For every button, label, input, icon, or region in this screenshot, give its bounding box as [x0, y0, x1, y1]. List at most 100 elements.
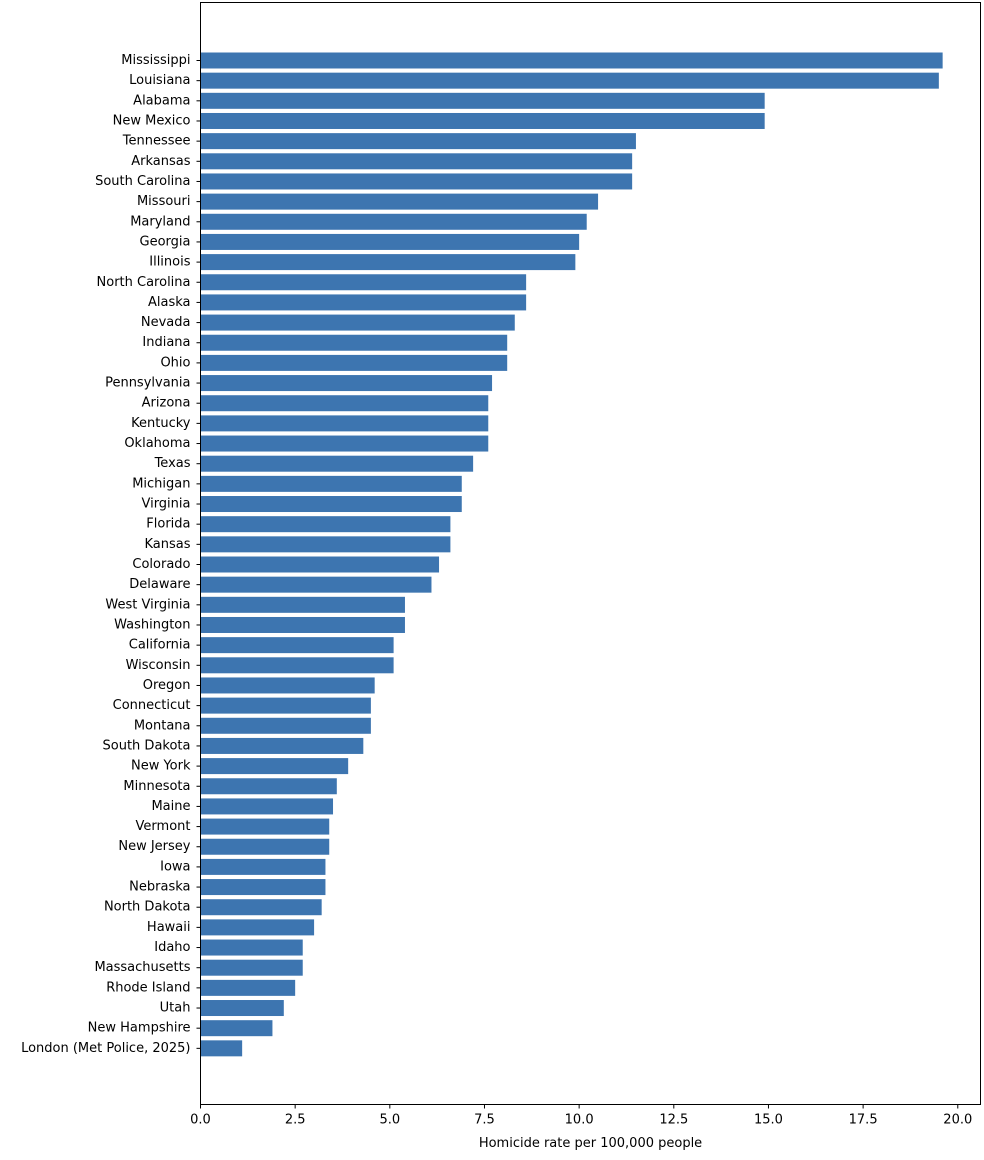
x-tick-label: 20.0 — [943, 1113, 972, 1128]
bar — [200, 213, 587, 230]
y-tick-label: South Carolina — [95, 174, 190, 189]
bar — [200, 496, 462, 513]
y-tick-label: Nebraska — [129, 880, 190, 895]
y-tick-label: Missouri — [137, 194, 191, 209]
bar — [200, 435, 489, 452]
bar — [200, 415, 489, 432]
bar — [200, 979, 296, 996]
y-tick-label: Georgia — [140, 234, 191, 249]
y-tick-label: Maine — [151, 799, 190, 814]
bar — [200, 475, 462, 492]
y-tick-label: Louisiana — [129, 73, 190, 88]
y-tick-label: Maryland — [130, 214, 190, 229]
bar — [200, 233, 580, 250]
bar — [200, 354, 508, 371]
bar — [200, 838, 330, 855]
bar — [200, 153, 633, 170]
bar — [200, 939, 303, 956]
y-tick-label: Idaho — [154, 940, 190, 955]
bar — [200, 375, 493, 392]
bar — [200, 314, 515, 331]
y-tick-label: Alaska — [148, 295, 191, 310]
bar — [200, 112, 765, 129]
y-tick-label: North Carolina — [97, 275, 191, 290]
y-tick-label: Michigan — [132, 476, 190, 491]
bar — [200, 919, 315, 936]
y-tick-label: Rhode Island — [106, 980, 190, 995]
y-tick-label: Pennsylvania — [105, 376, 190, 391]
y-tick-label: Delaware — [129, 577, 190, 592]
x-axis-ticks: 0.0 2.5 5.0 7.5 10.0 12.5 15.0 17.5 20.0 — [190, 1104, 972, 1128]
y-tick-label: Arkansas — [131, 154, 190, 169]
bar — [200, 294, 527, 311]
y-tick-label: California — [129, 638, 191, 653]
bar — [200, 92, 765, 109]
bar — [200, 1000, 284, 1017]
y-tick-labels: Mississippi Louisiana Alabama New Mexico Ten… — [21, 53, 201, 1056]
y-tick-label: North Dakota — [104, 900, 191, 915]
y-tick-label: West Virginia — [105, 597, 190, 612]
x-axis-label: Homicide rate per 100,000 people — [479, 1136, 702, 1151]
bar — [200, 1020, 273, 1037]
bar — [200, 536, 451, 553]
x-tick-label: 0.0 — [190, 1113, 211, 1128]
plot-frame — [200, 2, 981, 1105]
y-tick-label: New Jersey — [118, 839, 190, 854]
y-tick-label: Hawaii — [147, 920, 191, 935]
y-tick-label: Virginia — [141, 497, 190, 512]
y-tick-label: Minnesota — [123, 779, 190, 794]
bars-group — [200, 52, 943, 1057]
x-tick-label: 12.5 — [659, 1113, 688, 1128]
bar — [200, 254, 576, 271]
bar — [200, 173, 633, 190]
bar — [200, 717, 371, 734]
y-tick-label: Indiana — [142, 335, 190, 350]
y-tick-label: Iowa — [160, 859, 190, 874]
y-tick-label: Connecticut — [113, 698, 191, 713]
bar — [200, 677, 375, 694]
y-tick-label: Washington — [114, 617, 190, 632]
y-tick-label: Wisconsin — [126, 658, 191, 673]
y-tick-label: Illinois — [149, 255, 190, 270]
bar — [200, 697, 371, 714]
y-tick-label: Montana — [134, 718, 191, 733]
bar — [200, 778, 337, 795]
y-tick-label: Colorado — [132, 557, 190, 572]
y-tick-label: Utah — [160, 1001, 191, 1016]
y-tick-label: New York — [131, 759, 191, 774]
y-tick-label: New Mexico — [113, 113, 191, 128]
bar — [200, 637, 394, 654]
y-tick-label: Massachusetts — [94, 960, 190, 975]
bar — [200, 516, 451, 533]
y-tick-label: Alabama — [133, 93, 190, 108]
bar — [200, 133, 636, 150]
y-tick-label: Kentucky — [131, 416, 191, 431]
bar — [200, 818, 330, 835]
bar — [200, 596, 405, 613]
y-tick-label: Kansas — [144, 537, 190, 552]
bar — [200, 899, 322, 916]
y-tick-label: Vermont — [136, 819, 191, 834]
bar — [200, 959, 303, 976]
bar — [200, 72, 939, 89]
bar — [200, 193, 599, 210]
y-tick-label: Tennessee — [122, 134, 191, 149]
bar — [200, 737, 364, 754]
y-tick-label: New Hampshire — [88, 1021, 191, 1036]
y-tick-label: Florida — [146, 517, 190, 532]
x-tick-label: 15.0 — [754, 1113, 783, 1128]
bar — [200, 858, 326, 875]
y-tick-label: Ohio — [160, 355, 190, 370]
bar — [200, 616, 405, 633]
bar — [200, 879, 326, 896]
y-tick-label: London (Met Police, 2025) — [21, 1041, 190, 1056]
bar — [200, 455, 474, 472]
y-tick-label: Nevada — [141, 315, 191, 330]
x-tick-label: 5.0 — [379, 1113, 400, 1128]
bar — [200, 798, 334, 815]
y-tick-label: Arizona — [142, 396, 191, 411]
bar — [200, 274, 527, 291]
bar — [200, 52, 943, 69]
bar — [200, 1040, 243, 1057]
